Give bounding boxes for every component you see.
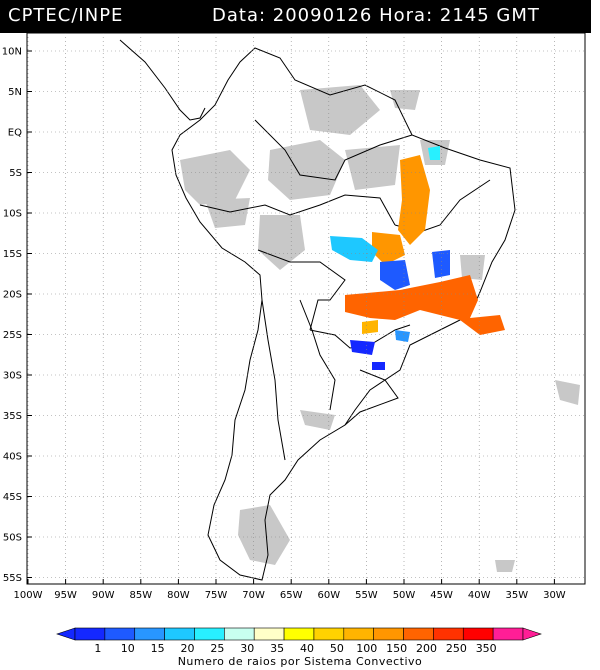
map-source-title: CPTEC/INPE <box>8 5 124 26</box>
lightning-cluster-cyan <box>330 236 378 262</box>
longitude-label: 55W <box>355 590 378 601</box>
longitude-label: 80W <box>167 590 190 601</box>
latitude-label: 25S <box>3 330 22 341</box>
longitude-label: 30W <box>543 590 566 601</box>
latitude-label: 20S <box>3 290 22 301</box>
latitude-label: 15S <box>3 249 22 260</box>
legend-value-label: 250 <box>446 642 467 655</box>
central-america-outline <box>119 39 206 121</box>
latitude-label: 30S <box>3 371 22 382</box>
cloud-area <box>345 145 400 190</box>
legend-value-label: 35 <box>270 642 284 655</box>
legend-value-label: 10 <box>121 642 135 655</box>
coordinate-grid <box>27 33 585 584</box>
lightning-cluster-orange <box>398 155 430 245</box>
south-america-outline <box>171 47 516 581</box>
legend-value-label: 15 <box>151 642 165 655</box>
legend-swatch <box>313 627 345 641</box>
latitude-label: 10S <box>3 209 22 220</box>
lightning-cluster-blue <box>432 250 450 278</box>
latitude-label: 45S <box>3 492 22 503</box>
legend-swatch <box>74 627 106 641</box>
longitude-label: 45W <box>430 590 453 601</box>
lightning-clusters <box>330 146 505 370</box>
legend-value-label: 100 <box>356 642 377 655</box>
longitude-label: 90W <box>92 590 115 601</box>
cloud-area <box>300 85 380 135</box>
legend-value-label: 150 <box>386 642 407 655</box>
lightning-cluster-blue <box>395 330 410 342</box>
color-legend: 1 10 15 20 25 30 35 40 50 100 150 200 250 350 Numero d… <box>56 627 542 668</box>
latitude-label: 5S <box>9 168 22 179</box>
longitude-label: 35W <box>505 590 528 601</box>
legend-swatch <box>462 627 494 641</box>
legend-swatch <box>283 627 315 641</box>
latitude-label: EQ <box>8 128 22 139</box>
legend-swatch <box>403 627 434 641</box>
latitude-label: 10N <box>2 47 22 58</box>
legend-swatch <box>104 627 136 641</box>
longitude-label: 60W <box>317 590 340 601</box>
map-header: CPTEC/INPE Data: 20090126 Hora: 2145 GMT <box>0 0 591 33</box>
axis-ticks: 10N 5N EQ 5S 10S 15S 20S 25S 30S 35S 40S 45S 50S 55S 1… <box>2 47 566 602</box>
longitude-label: 95W <box>54 590 77 601</box>
legend-swatch <box>433 627 464 641</box>
cloud-area <box>268 140 345 200</box>
legend-value-label: 20 <box>181 642 195 655</box>
map-datetime: Data: 20090126 Hora: 2145 GMT <box>212 5 540 26</box>
longitude-label: 70W <box>242 590 265 601</box>
latitude-label: 55S <box>3 573 22 584</box>
cloud-area <box>300 410 335 430</box>
lightning-cluster-orange <box>362 320 378 334</box>
lightning-cluster-blue <box>350 340 375 355</box>
longitude-label: 75W <box>205 590 228 601</box>
legend-value-label: 1 <box>94 642 101 655</box>
lightning-cluster-blue <box>372 362 385 370</box>
cloud-area <box>555 380 580 405</box>
latitude-label: 50S <box>3 533 22 544</box>
legend-value-label: 30 <box>240 642 254 655</box>
longitude-label: 100W <box>14 590 43 601</box>
legend-arrow-left <box>56 627 76 641</box>
longitude-label: 40W <box>468 590 491 601</box>
legend-swatch <box>492 627 524 641</box>
legend-swatch <box>194 627 225 641</box>
latitude-label: 5N <box>8 87 22 98</box>
legend-swatch <box>164 627 195 641</box>
cloud-area <box>238 505 290 565</box>
legend-value-label: 350 <box>476 642 497 655</box>
legend-value-label: 40 <box>300 642 314 655</box>
cloud-area <box>258 215 305 270</box>
map-frame <box>26 32 586 585</box>
cloud-area <box>495 560 515 572</box>
cloud-area <box>460 255 485 280</box>
legend-swatch <box>343 627 374 641</box>
latitude-label: 35S <box>3 411 22 422</box>
legend-value-label: 25 <box>210 642 224 655</box>
lightning-cluster-orange <box>372 232 405 265</box>
cloud-area <box>180 150 250 205</box>
legend-value-label: 200 <box>416 642 437 655</box>
longitude-label: 50W <box>393 590 416 601</box>
lightning-cluster-blue <box>380 260 410 290</box>
latitude-label: 40S <box>3 452 22 463</box>
legend-title: Numero de raios por Sistema Convectivo <box>178 655 423 668</box>
lightning-cluster-cyan <box>428 146 440 160</box>
legend-swatch <box>253 627 285 641</box>
legend-swatch <box>373 627 404 641</box>
legend-swatch <box>224 627 255 641</box>
legend-value-label: 50 <box>330 642 344 655</box>
longitude-label: 85W <box>129 590 152 601</box>
lightning-cluster-red-orange <box>345 275 505 335</box>
legend-arrow-right <box>522 627 542 641</box>
legend-swatch <box>134 627 165 641</box>
longitude-label: 65W <box>280 590 303 601</box>
